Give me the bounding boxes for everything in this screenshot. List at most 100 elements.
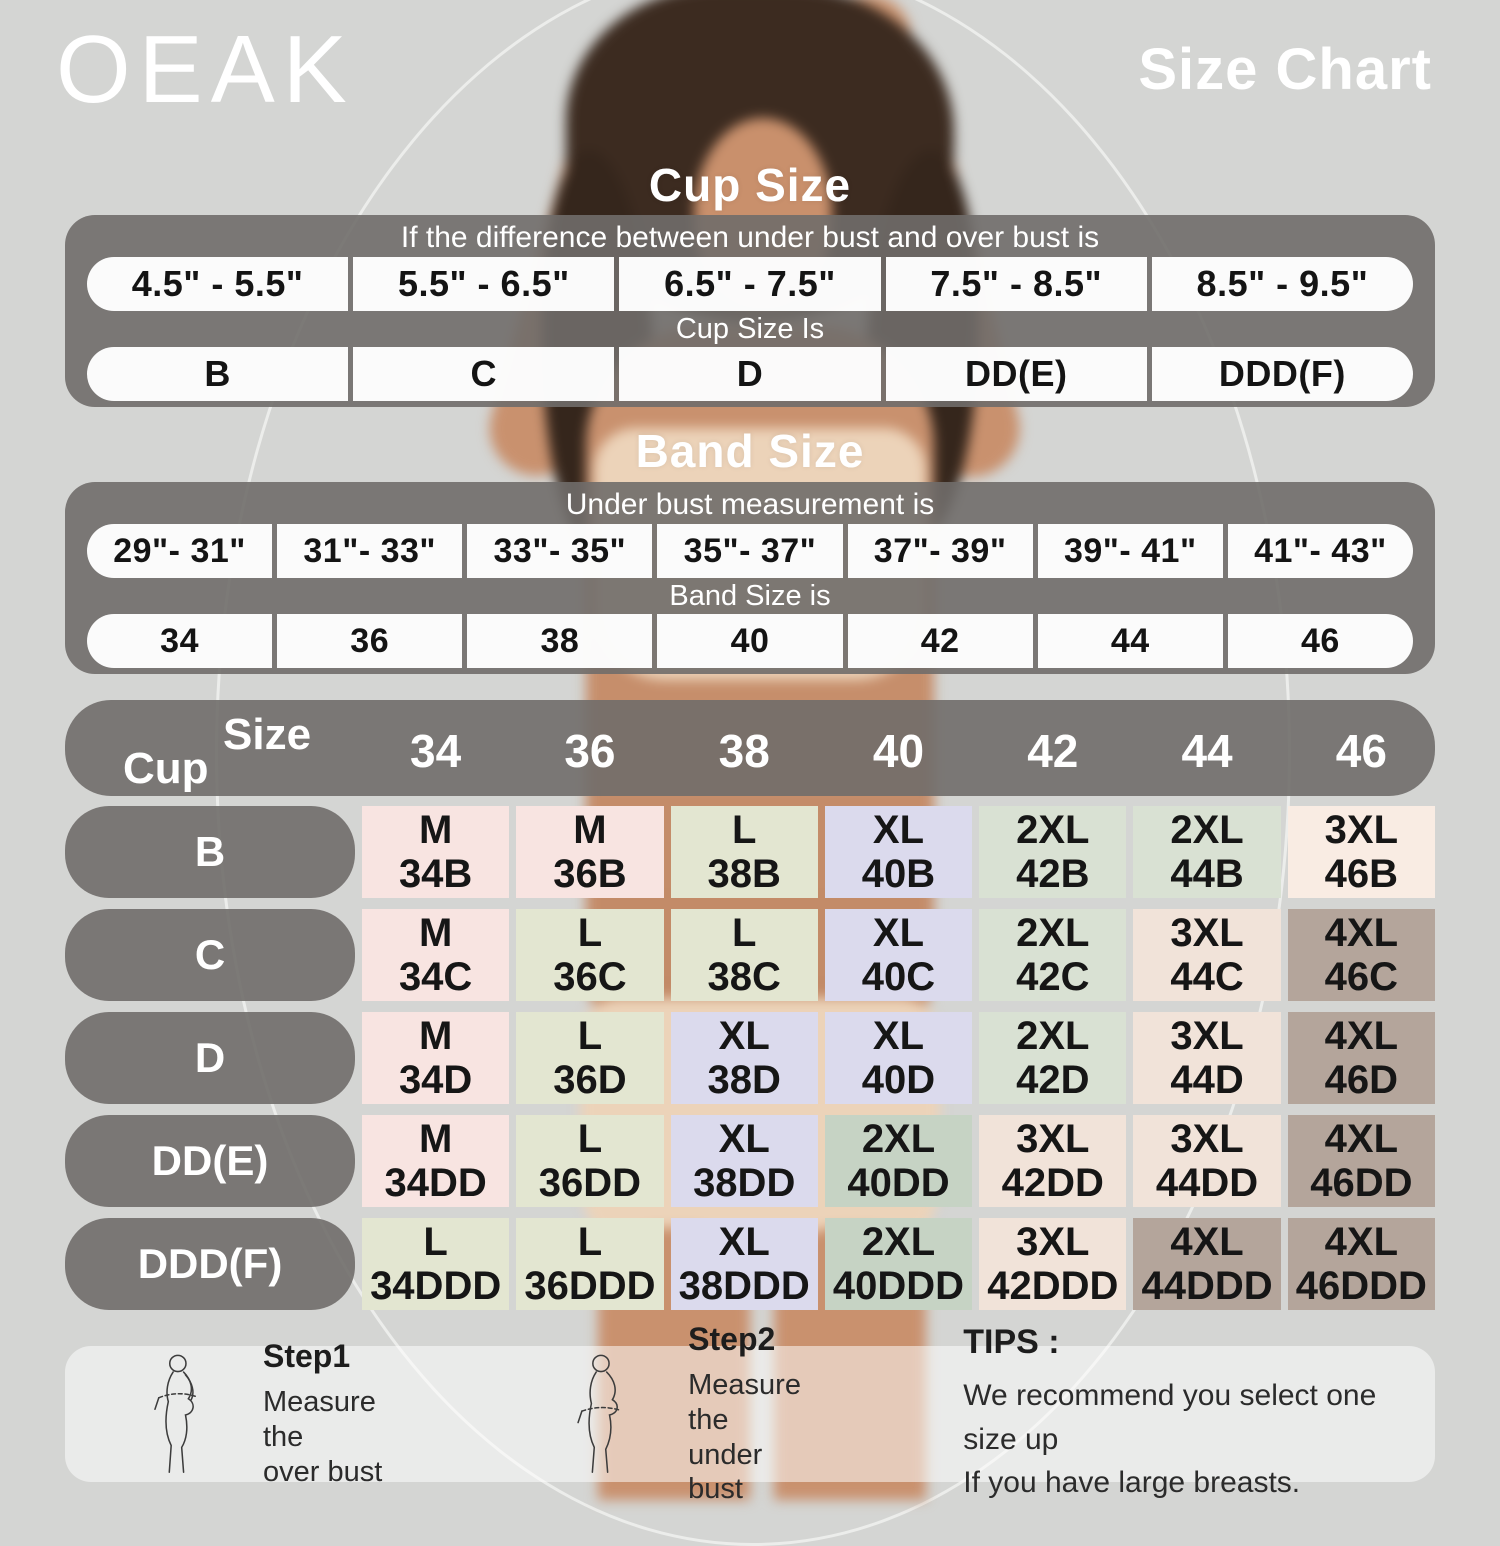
matrix-cell: XL 40D [824,1012,973,1104]
cell-bra-size: 38D [707,1058,781,1102]
matrix-column-header: 36 [564,725,616,777]
cell-letter-size: L [731,808,757,852]
matrix-cell: 3XL 42DD [979,1115,1127,1207]
matrix-cell: 2XL 40DD [824,1115,973,1207]
matrix-cell: XL 40C [824,909,973,1001]
tips-title: TIPS : [963,1323,1060,1362]
cell-letter-size: 4XL [1324,911,1399,955]
cell-bra-size: 40D [861,1058,936,1102]
matrix-body: B M 34B M 36B L 38B XL 40B 2XL 42B 2XL 44B 3XL 46B C M 34… [65,806,1435,1310]
cell-letter-size: L [577,1014,603,1058]
cup-result-label: Cup Size Is [675,313,825,345]
cell-letter-size: 3XL [1170,1014,1244,1058]
matrix-cell: L 34DDD [362,1218,510,1310]
cell-letter-size: 3XL [1016,1220,1090,1264]
content-layer: OEAK Size Chart Cup Size If the differen… [56,16,1435,1505]
brand-logo: OEAK [56,16,355,123]
matrix-row: B M 34B M 36B L 38B XL 40B 2XL 42B 2XL 44B 3XL 46B [65,806,1435,898]
corner-cup-label: Cup [123,744,209,793]
cell-letter-size: 2XL [861,1117,936,1161]
cell-bra-size: 44D [1170,1058,1244,1102]
cell-bra-size: 44DDD [1141,1264,1273,1308]
matrix-cell: 4XL 46DDD [1287,1218,1435,1310]
cell-letter-size: 4XL [1324,1220,1399,1264]
cup-range-row: 4.5" - 5.5" 5.5" - 6.5" 6.5" - 7.5" 7.5" - … [87,257,1414,311]
cell-bra-size: 42DD [1001,1161,1104,1205]
cell-bra-size: 34DD [384,1161,487,1205]
matrix-row: D M 34D L 36D XL 38D XL 40D 2XL 42D 3XL 44D 4XL 46D [65,1012,1435,1104]
matrix-row: C M 34C L 36C L 38C XL 40C 2XL 42C 3XL 44C 4XL 46C [65,909,1435,1001]
matrix-row-label: B [65,806,355,898]
cell-bra-size: 34DDD [370,1264,502,1308]
cell-bra-size: 34B [398,852,473,896]
matrix-row-label: C [65,909,355,1001]
step1-line2: over bust [263,1455,383,1488]
cell-bra-size: 38DD [693,1161,796,1205]
cell-bra-size: 38C [707,955,781,999]
step2-title: Step2 [688,1320,776,1357]
cell-letter-size: M [418,911,453,955]
cell-letter-size: L [577,911,603,955]
cell-bra-size: 40C [861,955,936,999]
cell-letter-size: M [573,808,607,852]
matrix-cell: 2XL 44B [1133,806,1281,898]
cell-letter-size: XL [872,911,925,955]
cup-range-cell: 8.5" - 9.5" [1151,257,1414,311]
band-size-panel: Under bust measurement is 29"- 31" 31"- 3… [65,482,1435,674]
cell-letter-size: L [423,1220,448,1264]
cell-bra-size: 38B [707,852,781,896]
step2-line1: Measure the [688,1368,801,1436]
cup-letter-row: B C D DD(E) DDD(F) [87,347,1414,401]
matrix-cell: M 36B [516,806,664,898]
cell-bra-size: 42C [1016,955,1090,999]
matrix-cell: 4XL 46C [1287,909,1435,1001]
band-range-cell: 35"- 37" [657,524,843,578]
cup-size-panel: If the difference between under bust and… [65,215,1435,407]
matrix-cell: 3XL 44C [1133,909,1281,1001]
matrix-cell: XL 38DDD [670,1218,818,1310]
matrix-cell: L 36C [516,909,664,1001]
cup-size-heading: Cup Size [648,159,852,211]
band-range-cell: 41"- 43" [1227,524,1413,578]
cup-letter-cell: DDD(F) [1151,347,1414,401]
cell-bra-size: 34D [398,1058,473,1102]
matrix-header-bar: Size Cup 34 36 38 40 42 44 46 [65,700,1435,796]
cell-letter-size: XL [718,1014,770,1058]
matrix-cell: 2XL 42C [979,909,1127,1001]
cell-letter-size: L [577,1220,603,1264]
matrix-cell: M 34B [362,806,510,898]
cell-bra-size: 46DD [1310,1161,1413,1205]
cell-bra-size: 40B [861,852,936,896]
cell-letter-size: XL [872,1014,925,1058]
step1-block: Step1 Measure the over bust [123,1338,398,1489]
band-number-cell: 40 [657,614,843,668]
matrix-cell: M 34C [362,909,510,1001]
matrix-cell: L 38B [670,806,818,898]
cell-bra-size: 34C [398,955,473,999]
cell-letter-size: XL [718,1117,770,1161]
cup-range-cell: 7.5" - 8.5" [885,257,1147,311]
band-range-cell: 33"- 35" [467,524,653,578]
cell-bra-size: 42B [1016,852,1090,896]
matrix-cell: 3XL 44DD [1133,1115,1281,1207]
cell-letter-size: M [418,808,453,852]
matrix-cell: L 36DDD [516,1218,664,1310]
step2-block: Step2 Measure the under bust [548,1321,823,1507]
matrix-column-header: 42 [1027,725,1079,777]
cup-range-cell: 6.5" - 7.5" [619,257,881,311]
cell-bra-size: 36B [553,852,627,896]
band-range-cell: 29"- 31" [87,524,273,578]
cell-letter-size: 2XL [1016,808,1090,852]
cell-letter-size: M [418,1117,453,1161]
cell-bra-size: 46D [1324,1058,1399,1102]
cell-letter-size: 4XL [1324,1014,1399,1058]
cell-bra-size: 42D [1016,1058,1090,1102]
band-range-cell: 31"- 33" [277,524,463,578]
cell-bra-size: 40DDD [832,1264,965,1308]
cup-letter-cell: DD(E) [885,347,1147,401]
band-number-cell: 44 [1037,614,1223,668]
matrix-column-header: 44 [1181,725,1233,777]
matrix-cell: M 34D [362,1012,510,1104]
step1-title: Step1 [263,1338,351,1375]
band-number-cell: 42 [847,614,1033,668]
